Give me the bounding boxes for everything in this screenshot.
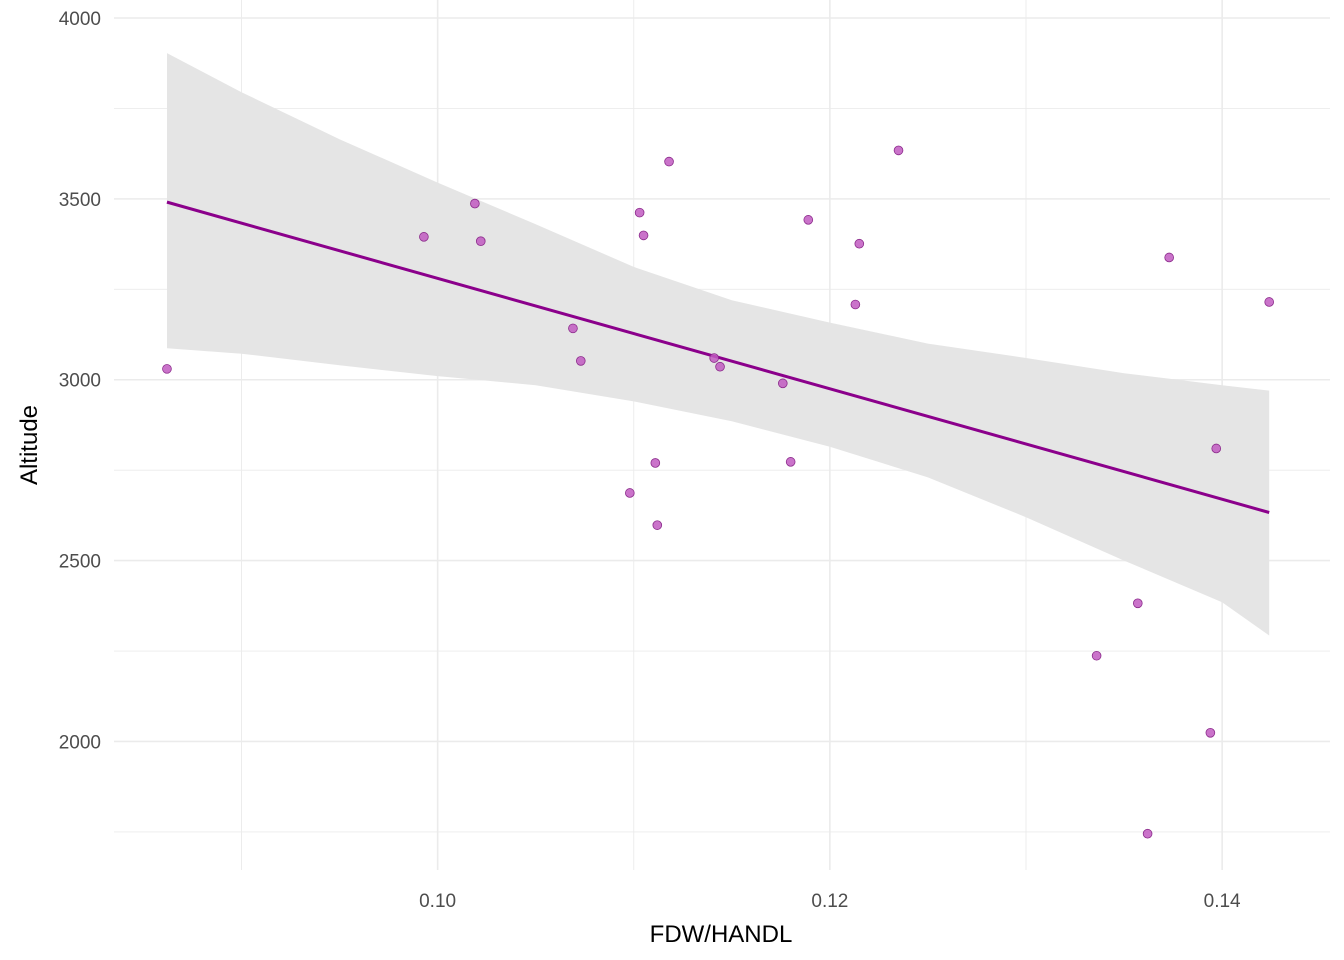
confidence-band <box>167 53 1270 636</box>
data-point <box>1142 828 1153 839</box>
y-tick-labels: 2000 2500 3000 3500 4000 <box>59 9 101 753</box>
data-point <box>850 299 861 310</box>
data-point <box>854 238 865 249</box>
data-point <box>162 364 172 374</box>
data-point <box>575 356 586 366</box>
data-point <box>1264 297 1274 307</box>
y-tick-label: 2000 <box>59 732 101 753</box>
y-tick-label: 4000 <box>59 9 101 30</box>
y-tick-label: 2500 <box>59 552 101 573</box>
y-tick-label: 3000 <box>59 371 101 392</box>
data-point <box>1211 443 1222 454</box>
data-point <box>803 215 814 225</box>
x-tick-labels: 0.10 0.12 0.14 <box>419 891 1241 912</box>
data-point <box>652 520 663 530</box>
data-point <box>419 232 429 242</box>
data-point <box>777 378 788 389</box>
x-axis-title: FDW/HANDL <box>650 921 793 948</box>
data-point <box>1132 598 1143 609</box>
data-point <box>785 457 796 467</box>
data-point <box>470 198 480 209</box>
x-tick-label: 0.12 <box>811 891 848 912</box>
data-point <box>650 458 661 468</box>
data-point <box>1091 650 1102 661</box>
data-point <box>634 207 645 218</box>
data-point <box>1205 727 1216 738</box>
y-tick-label: 3500 <box>59 190 101 211</box>
x-tick-label: 0.14 <box>1204 891 1241 912</box>
data-points <box>162 145 1274 839</box>
data-point <box>1164 252 1174 263</box>
data-point <box>664 156 674 167</box>
x-tick-label: 0.10 <box>419 891 456 912</box>
data-point <box>475 236 486 246</box>
data-point <box>568 323 578 334</box>
data-point <box>638 230 649 241</box>
data-point <box>709 353 719 363</box>
data-point <box>625 488 635 498</box>
data-point <box>715 361 725 372</box>
y-axis-title: Altitude <box>16 405 43 485</box>
data-point <box>893 145 904 156</box>
